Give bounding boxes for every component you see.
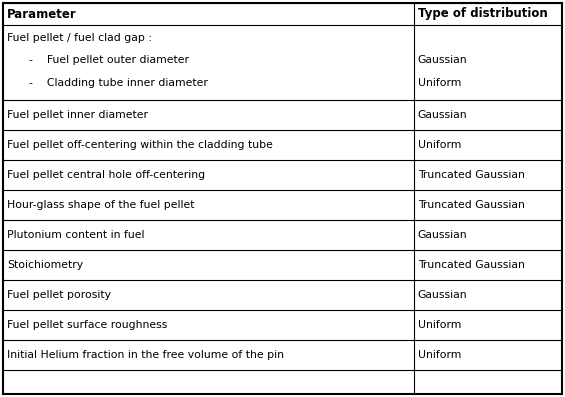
Text: Gaussian: Gaussian (418, 290, 467, 300)
Text: Uniform: Uniform (418, 140, 461, 150)
Text: -    Fuel pellet outer diameter: - Fuel pellet outer diameter (29, 55, 189, 65)
Text: Uniform: Uniform (418, 350, 461, 360)
Text: Uniform: Uniform (418, 78, 461, 88)
Text: Initial Helium fraction in the free volume of the pin: Initial Helium fraction in the free volu… (7, 350, 284, 360)
Text: Gaussian: Gaussian (418, 230, 467, 240)
Text: Fuel pellet / fuel clad gap :: Fuel pellet / fuel clad gap : (7, 33, 152, 43)
Text: Fuel pellet central hole off-centering: Fuel pellet central hole off-centering (7, 170, 205, 180)
Text: Gaussian: Gaussian (418, 110, 467, 120)
Text: Truncated Gaussian: Truncated Gaussian (418, 260, 525, 270)
Text: Plutonium content in fuel: Plutonium content in fuel (7, 230, 145, 240)
Text: Type of distribution: Type of distribution (418, 8, 547, 21)
Text: Truncated Gaussian: Truncated Gaussian (418, 170, 525, 180)
Text: Uniform: Uniform (418, 320, 461, 330)
Text: -    Cladding tube inner diameter: - Cladding tube inner diameter (29, 78, 208, 88)
Text: Truncated Gaussian: Truncated Gaussian (418, 200, 525, 210)
Text: Fuel pellet porosity: Fuel pellet porosity (7, 290, 111, 300)
Text: Hour-glass shape of the fuel pellet: Hour-glass shape of the fuel pellet (7, 200, 194, 210)
Text: Stoichiometry: Stoichiometry (7, 260, 83, 270)
Text: Gaussian: Gaussian (418, 55, 467, 65)
Text: Parameter: Parameter (7, 8, 77, 21)
Text: Fuel pellet inner diameter: Fuel pellet inner diameter (7, 110, 148, 120)
Text: Fuel pellet off-centering within the cladding tube: Fuel pellet off-centering within the cla… (7, 140, 273, 150)
Text: Fuel pellet surface roughness: Fuel pellet surface roughness (7, 320, 167, 330)
